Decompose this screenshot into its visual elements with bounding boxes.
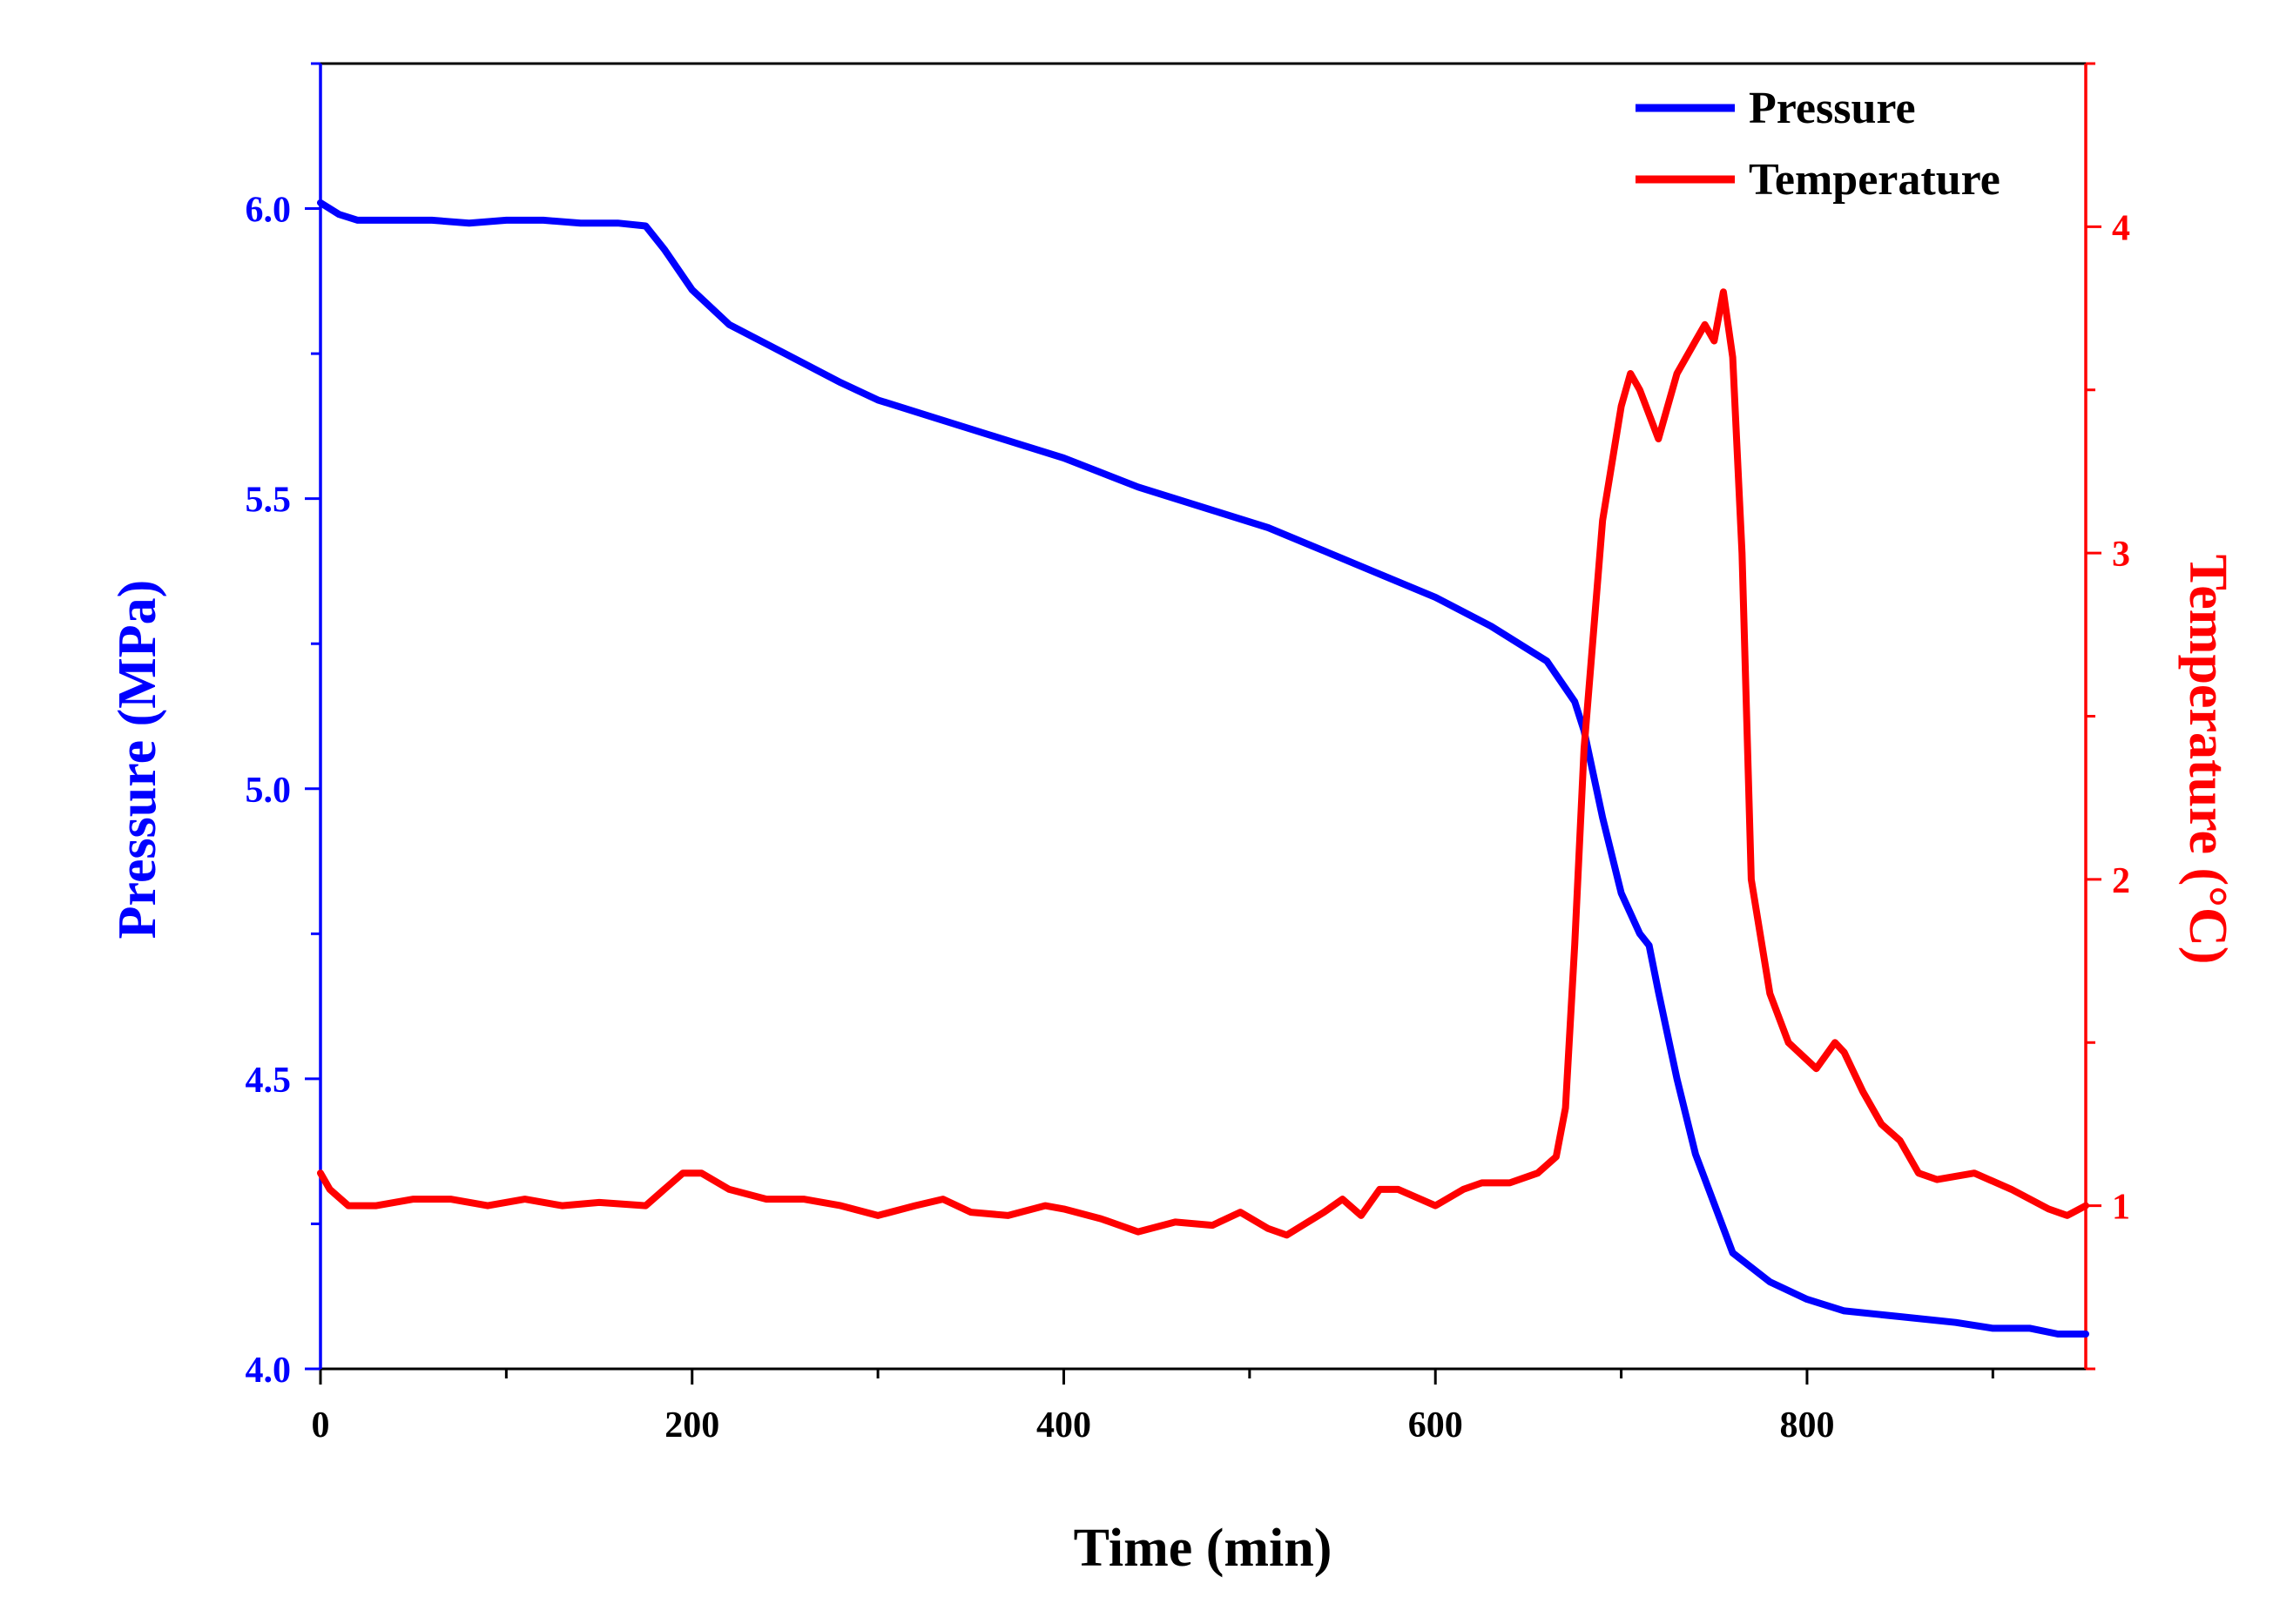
legend-pressure-label: Pressure [1749,84,1916,133]
right-y-tick-label: 3 [2112,535,2130,575]
pressure-series-line [317,199,2089,1338]
right-y-tick-label: 1 [2112,1188,2130,1228]
x-tick-label: 200 [664,1405,719,1445]
series-layer [317,199,2089,1338]
x-axis-ticks: 0 200 400 600 800 [312,1369,1994,1445]
x-tick-label: 600 [1408,1405,1463,1445]
x-tick-label: 0 [312,1405,330,1445]
plot-frame [319,62,2088,1371]
right-y-axis-title: Temperature (°C) [2178,555,2237,965]
x-axis-title: Time (min) [1074,1519,1332,1578]
left-y-tick-label: 5.0 [246,771,292,811]
legend: Pressure Temperature [1636,84,2000,205]
left-y-tick-label: 4.0 [246,1351,292,1391]
left-y-axis-ticks: 4.0 4.5 5.0 5.5 6.0 [246,62,320,1391]
right-y-tick-label: 4 [2112,208,2130,248]
left-y-tick-label: 5.5 [246,481,292,521]
x-tick-label: 800 [1779,1405,1834,1445]
left-y-axis-title: Pressure (MPa) [108,580,167,940]
legend-temperature-label: Temperature [1749,155,2000,205]
x-tick-label: 400 [1036,1405,1091,1445]
left-y-tick-label: 6.0 [246,191,292,231]
right-y-tick-label: 2 [2112,861,2130,901]
right-y-axis-ticks: 1 2 3 4 [2086,62,2130,1371]
temperature-series-line [317,288,2089,1239]
left-y-tick-label: 4.5 [246,1061,292,1101]
